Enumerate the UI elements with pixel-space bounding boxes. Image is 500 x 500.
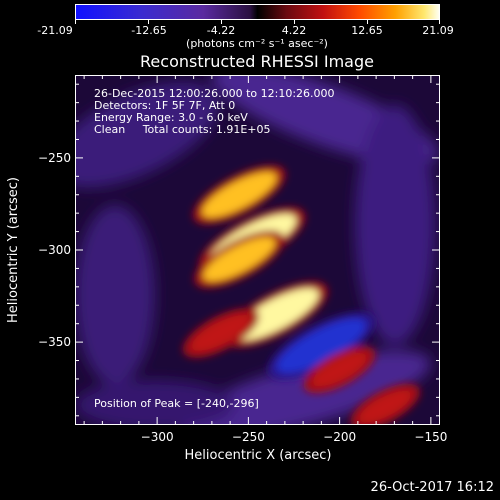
x-tick-label: −250 bbox=[232, 430, 265, 444]
y-tick-label: −250 bbox=[38, 151, 71, 165]
x-tick-label: −300 bbox=[141, 430, 174, 444]
heatmap-feature bbox=[312, 353, 367, 387]
x-tick-label: −200 bbox=[323, 430, 356, 444]
footer-date: 26-Oct-2017 16:12 bbox=[370, 480, 494, 495]
colorbar-units: (photons cm⁻² s⁻¹ asec⁻²) bbox=[186, 37, 328, 50]
info-total-counts: Clean Total counts: 1.91E+05 bbox=[94, 123, 271, 136]
heatmap-blob-purple bbox=[75, 205, 155, 385]
info-energy-range: Energy Range: 3.0 - 6.0 keV bbox=[94, 111, 248, 124]
peak-position-label: Position of Peak = [-240,-296] bbox=[94, 397, 259, 410]
colorbar-tick-label: 21.09 bbox=[422, 24, 454, 37]
heatmap-blob-purple bbox=[75, 82, 219, 188]
colorbar-tick-mark bbox=[367, 20, 368, 24]
heatmap-feature bbox=[202, 172, 277, 218]
info-time-range: 26-Dec-2015 12:00:26.000 to 12:10:26.000 bbox=[94, 87, 335, 100]
y-tick-label: −300 bbox=[38, 243, 71, 257]
heatmap-feature bbox=[277, 318, 366, 373]
heatmap-image bbox=[75, 75, 440, 425]
heatmap-feature bbox=[191, 314, 251, 351]
x-tick-label: −150 bbox=[414, 430, 447, 444]
colorbar-tick-label: 4.22 bbox=[281, 24, 307, 37]
colorbar-tick-mark bbox=[75, 20, 76, 24]
y-tick-label: −350 bbox=[38, 335, 71, 349]
info-detectors: Detectors: 1F 5F 7F, Att 0 bbox=[94, 99, 236, 112]
colorbar-tick-mark bbox=[294, 20, 295, 24]
colorbar-tick-label: -12.65 bbox=[131, 24, 167, 37]
colorbar-tick-mark bbox=[439, 20, 440, 24]
colorbar-tick-mark bbox=[148, 20, 149, 24]
colorbar-tick-label: 12.65 bbox=[351, 24, 383, 37]
heatmap-blob-purple bbox=[355, 105, 435, 345]
chart-title: Reconstructed RHESSI Image bbox=[140, 52, 374, 71]
heatmap-feature bbox=[359, 390, 411, 423]
colorbar-tick-label: -21.09 bbox=[37, 24, 73, 37]
heatmap-features bbox=[182, 165, 421, 425]
heatmap-feature bbox=[203, 237, 276, 282]
heatmap-blob-purple bbox=[75, 380, 235, 425]
colorbar bbox=[75, 4, 440, 20]
colorbar-tick-mark bbox=[221, 20, 222, 24]
heatmap-blob-purple bbox=[179, 350, 431, 425]
colorbar-tick-label: -4.22 bbox=[206, 24, 236, 37]
x-axis-label: Heliocentric X (arcsec) bbox=[184, 448, 332, 463]
y-axis-label: Heliocentric Y (arcsec) bbox=[6, 177, 21, 323]
